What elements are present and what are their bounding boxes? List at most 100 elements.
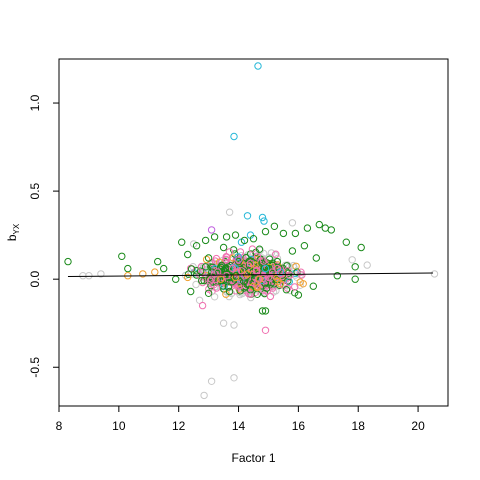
- data-point: [321, 224, 329, 232]
- x-tick-label: 16: [292, 419, 306, 433]
- data-point: [245, 261, 254, 269]
- data-point: [246, 286, 255, 294]
- data-point: [229, 254, 237, 262]
- data-point: [260, 262, 268, 271]
- data-point: [187, 265, 196, 273]
- data-point: [118, 252, 126, 260]
- points-layer: [64, 62, 439, 400]
- data-point: [124, 264, 132, 273]
- data-point: [266, 292, 275, 301]
- data-point: [151, 268, 159, 276]
- data-point: [303, 224, 312, 232]
- data-point: [184, 273, 192, 282]
- data-point: [258, 213, 267, 222]
- data-point: [247, 293, 255, 302]
- data-point: [207, 226, 216, 234]
- data-point: [243, 270, 252, 278]
- data-point: [85, 272, 93, 280]
- data-point: [351, 275, 359, 283]
- y-tick-label: 1.0: [28, 94, 42, 111]
- x-tick-label: 8: [56, 419, 63, 433]
- data-point: [262, 284, 271, 292]
- y-tick-label: -0.5: [28, 357, 42, 378]
- data-point: [286, 271, 294, 279]
- data-point: [255, 245, 264, 253]
- data-point: [210, 293, 219, 301]
- y-axis-title-main: b: [5, 234, 19, 241]
- data-point: [255, 275, 264, 283]
- data-point: [202, 255, 211, 264]
- data-point: [430, 270, 439, 278]
- data-point: [206, 277, 215, 285]
- data-point: [273, 257, 282, 266]
- data-point: [231, 273, 240, 282]
- data-point: [230, 374, 238, 382]
- data-point: [271, 251, 279, 259]
- data-point: [333, 272, 341, 280]
- x-tick-label: 12: [172, 419, 186, 433]
- data-point: [286, 286, 294, 295]
- data-point: [291, 289, 299, 297]
- data-point: [160, 264, 168, 273]
- data-point: [222, 256, 231, 264]
- data-point: [351, 263, 359, 271]
- data-point: [139, 270, 147, 278]
- data-point: [210, 233, 219, 241]
- data-point: [192, 280, 200, 289]
- data-point: [172, 275, 180, 283]
- data-point: [248, 245, 257, 253]
- data-point: [283, 262, 291, 270]
- data-point: [229, 246, 238, 254]
- data-point: [261, 307, 270, 315]
- data-point: [263, 287, 271, 295]
- data-point: [225, 208, 234, 216]
- plot-frame: [58, 58, 449, 407]
- data-point: [222, 272, 231, 280]
- data-point: [254, 62, 262, 70]
- data-point: [198, 301, 207, 310]
- data-point: [207, 275, 216, 283]
- data-point: [219, 243, 228, 252]
- data-point: [197, 276, 206, 285]
- data-point: [297, 268, 305, 276]
- data-point: [246, 250, 255, 258]
- data-point: [260, 217, 268, 225]
- y-axis-title-sub: YX: [12, 223, 21, 234]
- data-point: [184, 250, 192, 259]
- data-point: [300, 242, 309, 250]
- data-point: [222, 233, 231, 241]
- data-point: [204, 289, 213, 297]
- data-point: [97, 270, 105, 278]
- data-point: [309, 282, 317, 290]
- data-point: [260, 269, 268, 278]
- data-point: [294, 291, 303, 299]
- data-point: [261, 227, 270, 236]
- data-point: [79, 272, 87, 280]
- data-point: [204, 254, 213, 262]
- data-point: [64, 257, 72, 266]
- data-point: [312, 254, 320, 262]
- data-point: [327, 226, 335, 234]
- data-point: [234, 282, 243, 290]
- data-point: [268, 268, 277, 276]
- y-axis-title: bYX: [5, 223, 21, 241]
- data-point: [231, 231, 240, 239]
- data-point: [288, 219, 297, 227]
- data-point: [192, 242, 201, 250]
- data-point: [258, 307, 267, 315]
- data-point: [245, 257, 254, 265]
- data-point: [212, 284, 221, 292]
- data-point: [225, 287, 234, 296]
- data-point: [196, 267, 205, 275]
- data-point: [154, 257, 162, 266]
- data-point: [232, 268, 241, 277]
- data-point: [272, 250, 280, 258]
- data-point: [249, 235, 258, 243]
- x-axis-title: Factor 1: [231, 451, 275, 465]
- data-point: [200, 391, 208, 400]
- data-point: [348, 256, 356, 264]
- trend-line: [67, 272, 434, 278]
- data-point: [201, 263, 210, 271]
- x-tick-label: 14: [232, 419, 246, 433]
